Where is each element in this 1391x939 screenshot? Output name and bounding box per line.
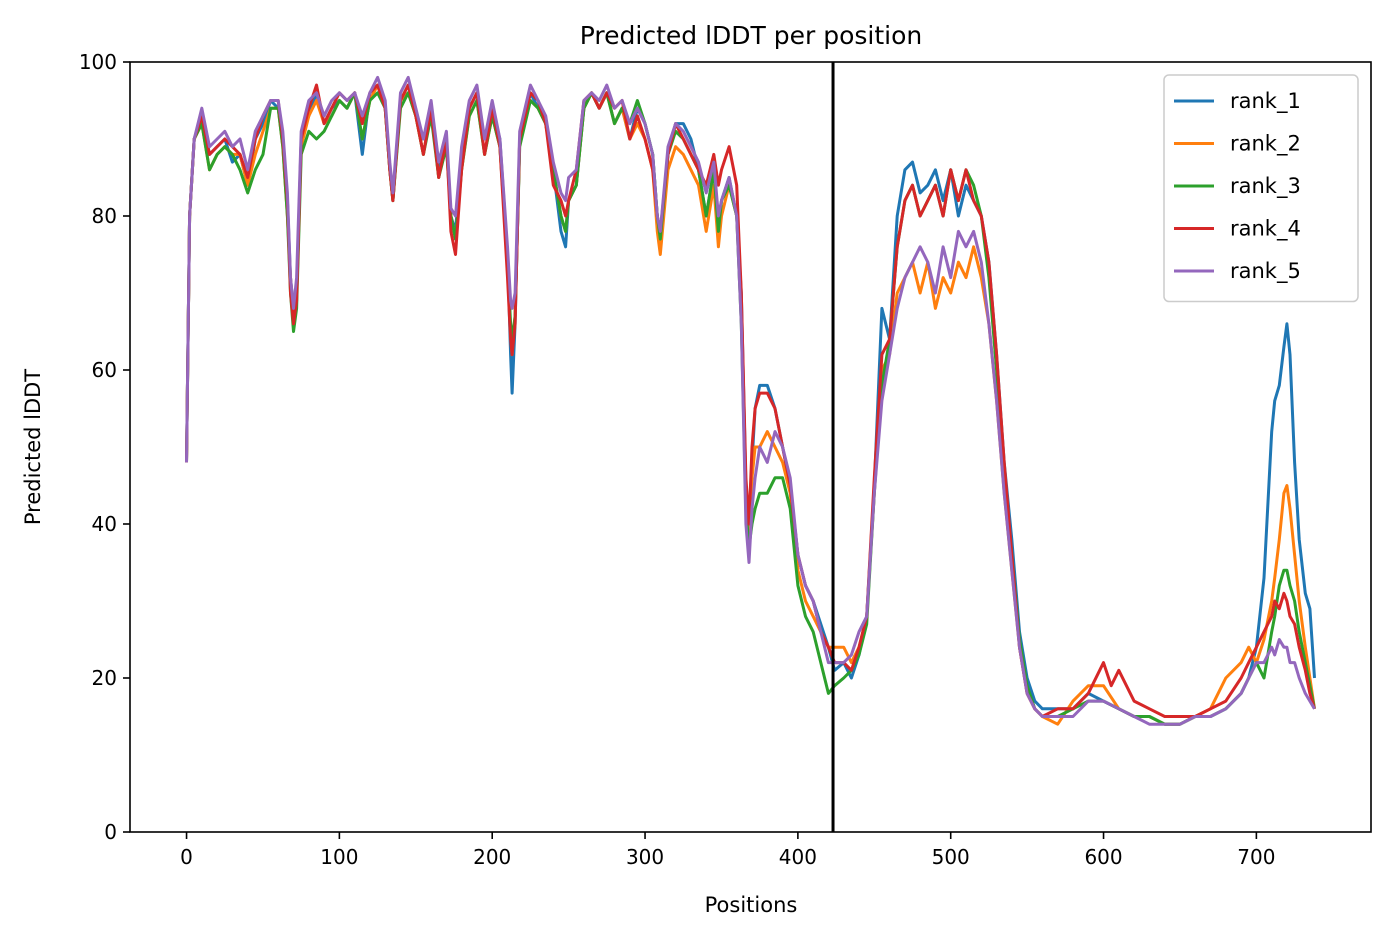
legend-label-rank_2: rank_2	[1230, 132, 1301, 157]
y-tick-label: 60	[92, 358, 117, 382]
x-tick-label: 500	[932, 845, 970, 869]
x-tick-label: 0	[180, 845, 193, 869]
legend-label-rank_3: rank_3	[1230, 174, 1301, 199]
plot-frame	[129, 61, 1372, 833]
chart-title: Predicted lDDT per position	[580, 21, 922, 50]
x-axis-title: Positions	[705, 893, 798, 917]
legend: rank_1 rank_2 rank_3 rank_4 rank_5	[1163, 74, 1359, 303]
y-tick-label: 40	[92, 512, 117, 536]
legend-label-rank_1: rank_1	[1230, 89, 1301, 114]
legend-frame	[1163, 74, 1359, 303]
x-axis-ticks: 0 100 200 300 400 500 600 700	[180, 832, 1275, 869]
series-layer	[185, 75, 1316, 726]
x-tick-label: 400	[779, 845, 817, 869]
x-tick-label: 100	[320, 845, 358, 869]
series-line-rank_5	[185, 75, 1316, 726]
y-tick-label: 0	[104, 820, 117, 844]
legend-label-rank_4: rank_4	[1230, 217, 1301, 242]
y-axis-ticks: 0 20 40 60 80 100	[79, 50, 130, 844]
y-axis-title: Predicted lDDT	[21, 369, 45, 525]
x-tick-label: 700	[1237, 845, 1275, 869]
y-tick-label: 20	[92, 666, 117, 690]
x-tick-label: 600	[1084, 845, 1122, 869]
y-tick-label: 100	[79, 50, 117, 74]
legend-label-rank_5: rank_5	[1230, 259, 1301, 284]
x-tick-label: 200	[473, 845, 511, 869]
y-tick-label: 80	[92, 204, 117, 228]
x-tick-label: 300	[626, 845, 664, 869]
